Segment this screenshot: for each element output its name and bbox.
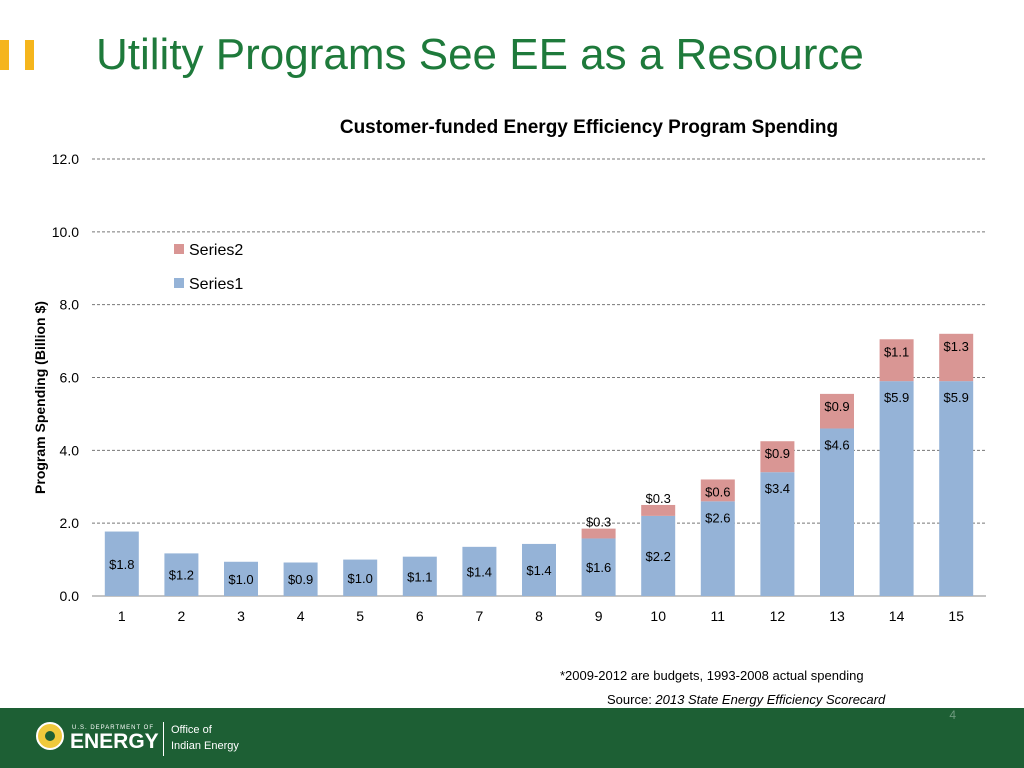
- page-number: 4: [949, 708, 956, 722]
- bar-series1: [164, 553, 199, 596]
- bar-series2: [939, 333, 974, 382]
- x-tick-label: 8: [535, 608, 543, 624]
- x-tick-label: 13: [829, 608, 845, 624]
- bar-series1: [700, 501, 735, 596]
- office-line-1: Office of: [171, 724, 212, 736]
- doe-dept-label: U.S. DEPARTMENT OF: [72, 725, 155, 731]
- bar-series2: [879, 339, 914, 382]
- slide-title: Utility Programs See EE as a Resource: [96, 30, 864, 79]
- bar-series1: [104, 531, 139, 596]
- bar-series2: [820, 393, 854, 429]
- footnote: *2009-2012 are budgets, 1993-2008 actual…: [560, 668, 864, 683]
- data-label-series2: $1.1: [884, 344, 909, 359]
- data-label-series1: $1.1: [407, 569, 432, 584]
- bar-series2: [760, 441, 795, 473]
- bar-series1: [522, 543, 556, 596]
- x-tick-label: 11: [711, 608, 726, 624]
- accent-bar-left: [0, 40, 9, 70]
- x-tick-label: 3: [237, 608, 245, 624]
- bar-series1: [581, 538, 616, 596]
- x-tick-label: 9: [595, 608, 603, 624]
- bar-series1: [820, 428, 854, 596]
- data-label-series2: $1.3: [944, 339, 969, 354]
- data-label-series1: $1.6: [586, 560, 611, 575]
- footer-bar: 4 U.S. DEPARTMENT OF ENERGY Office of In…: [0, 708, 1024, 768]
- x-tick-label: 4: [297, 608, 305, 624]
- data-label-series1: $5.9: [884, 390, 909, 405]
- legend-swatch: [174, 278, 184, 288]
- bar-series1: [939, 381, 974, 596]
- data-label-series2: $0.6: [705, 484, 730, 499]
- accent-bar-right: [25, 40, 34, 70]
- data-label-series1: $2.2: [646, 549, 671, 564]
- data-label-series1: $1.2: [169, 568, 194, 583]
- data-label-series1: $1.4: [467, 564, 492, 579]
- y-tick-label: 0.0: [60, 588, 80, 604]
- y-tick-label: 2.0: [60, 515, 80, 531]
- y-tick-label: 6.0: [60, 370, 80, 386]
- doe-energy-label: ENERGY: [70, 730, 159, 753]
- bar-series1: [402, 556, 437, 596]
- x-tick-label: 5: [356, 608, 364, 624]
- y-tick-label: 8.0: [60, 297, 80, 313]
- legend-swatch: [174, 244, 184, 254]
- data-label-series1: $5.9: [944, 390, 969, 405]
- data-label-series1: $1.4: [526, 563, 551, 578]
- data-label-series2: $0.3: [586, 515, 611, 530]
- y-tick-label: 12.0: [52, 151, 79, 167]
- data-label-series1: $4.6: [824, 437, 849, 452]
- y-tick-label: 10.0: [52, 224, 79, 240]
- data-label-series1: $1.8: [109, 557, 134, 572]
- bar-series2: [641, 504, 676, 516]
- bar-series2: [581, 528, 616, 539]
- x-tick-label: 12: [770, 608, 786, 624]
- legend-label: Series1: [189, 276, 243, 293]
- spending-chart: Customer-funded Energy Efficiency Progra…: [32, 117, 986, 624]
- bar-series1: [224, 561, 258, 596]
- data-label-series1: $3.4: [765, 481, 790, 496]
- bar-series2: [700, 479, 735, 502]
- data-label-series1: $1.0: [228, 572, 253, 587]
- data-label-series1: $1.0: [348, 571, 373, 586]
- data-label-series2: $0.3: [646, 491, 671, 506]
- y-axis-label: Program Spending (Billion $): [32, 301, 48, 494]
- source-citation: Source: 2013 State Energy Efficiency Sco…: [607, 692, 885, 707]
- bar-series1: [879, 381, 914, 596]
- data-label-series1: $2.6: [705, 510, 730, 525]
- data-label-series2: $0.9: [765, 446, 790, 461]
- x-tick-label: 6: [416, 608, 424, 624]
- x-tick-label: 14: [889, 608, 905, 624]
- x-tick-label: 10: [650, 608, 666, 624]
- office-line-2: Indian Energy: [171, 740, 239, 752]
- bar-series1: [283, 562, 318, 596]
- chart-title: Customer-funded Energy Efficiency Progra…: [340, 117, 838, 138]
- footer-divider: [163, 722, 164, 756]
- data-label-series1: $0.9: [288, 572, 313, 587]
- x-tick-label: 2: [178, 608, 186, 624]
- bar-series1: [760, 472, 795, 596]
- source-title: 2013 State Energy Efficiency Scorecard: [655, 692, 886, 707]
- legend-label: Series2: [189, 242, 243, 259]
- x-tick-label: 7: [476, 608, 484, 624]
- x-tick-label: 1: [118, 608, 126, 624]
- bar-series1: [462, 546, 497, 596]
- bar-series1: [641, 515, 676, 596]
- y-tick-label: 4.0: [60, 442, 80, 458]
- x-tick-label: 15: [948, 608, 964, 624]
- doe-seal-icon: [36, 722, 64, 750]
- bar-series1: [343, 559, 378, 596]
- data-label-series2: $0.9: [824, 399, 849, 414]
- source-prefix: Source:: [607, 692, 656, 707]
